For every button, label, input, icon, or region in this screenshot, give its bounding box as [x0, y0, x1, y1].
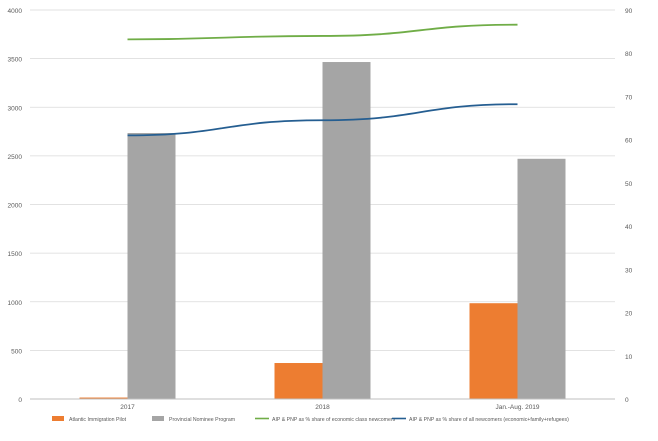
y-right-tick-label: 70	[625, 94, 633, 101]
series-line	[127, 103, 518, 137]
y-right-tick-label: 40	[625, 224, 633, 231]
y-left-tick-label: 2000	[8, 203, 23, 210]
legend-label: AIP & PNP as % share of economic class n…	[272, 417, 396, 423]
x-tick-label: 2018	[315, 404, 330, 411]
bar	[517, 158, 566, 399]
y-left-tick-label: 0	[18, 397, 22, 404]
y-left-tick-label: 3500	[8, 57, 23, 64]
series-line	[127, 23, 518, 41]
bar	[127, 133, 176, 400]
legend-label: AIP & PNP as % share of all newcomers (e…	[409, 417, 569, 423]
legend-label: Atlantic Immigration Pilot	[69, 417, 127, 423]
y-left-tick-label: 2500	[8, 154, 23, 161]
x-tick-label: 2017	[120, 404, 135, 411]
y-right-tick-label: 30	[625, 267, 633, 274]
y-right-tick-label: 0	[625, 397, 629, 404]
legend-swatch	[52, 416, 64, 421]
y-left-tick-label: 1500	[8, 251, 23, 258]
y-right-tick-label: 90	[625, 8, 633, 15]
y-right-tick-label: 80	[625, 51, 633, 58]
y-left-tick-label: 3000	[8, 105, 23, 112]
y-right-tick-label: 10	[625, 354, 633, 361]
y-left-tick-label: 1000	[8, 300, 23, 307]
bar	[322, 62, 371, 400]
y-right-tick-label: 50	[625, 181, 633, 188]
legend-swatch	[152, 416, 164, 421]
x-tick-label: Jan.-Aug. 2019	[495, 404, 539, 411]
y-right-tick-label: 60	[625, 138, 633, 145]
bar	[469, 303, 518, 399]
legend-label: Provincial Nominee Program	[169, 417, 235, 423]
y-left-tick-label: 500	[11, 348, 22, 355]
bar	[79, 397, 128, 399]
y-left-tick-label: 4000	[8, 8, 23, 15]
y-right-tick-label: 20	[625, 311, 633, 318]
bar	[274, 363, 323, 399]
